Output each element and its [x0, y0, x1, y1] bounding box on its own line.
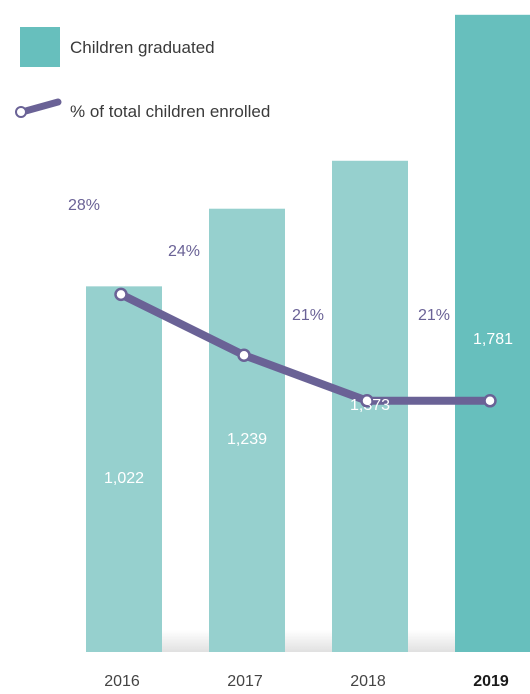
bar-label-2018: 1,373	[350, 397, 390, 414]
line-label-2019: 21%	[418, 307, 450, 324]
x-tick-2018: 2018	[350, 673, 386, 690]
x-tick-2019: 2019	[473, 673, 509, 690]
x-tick-2017: 2017	[227, 673, 263, 690]
line-series-path	[117, 290, 494, 405]
legend-label-bar: Children graduated	[70, 38, 215, 57]
bar-label-2019: 1,781	[473, 331, 513, 348]
legend-swatch-line	[15, 98, 62, 118]
legend-label-line: % of total children enrolled	[70, 102, 270, 121]
bar-2019	[455, 14, 530, 652]
bar-label-2017: 1,239	[227, 431, 267, 448]
bar-label-2016: 1,022	[104, 470, 144, 487]
line-point-2019	[483, 394, 497, 408]
line-point-2016	[114, 287, 128, 302]
floor-shadow	[90, 630, 527, 652]
bar-2016	[86, 286, 162, 652]
line-label-2016: 28%	[68, 197, 100, 214]
legend-swatch-bar	[20, 27, 60, 67]
line-label-2018: 21%	[292, 307, 324, 324]
x-tick-2016: 2016	[104, 673, 140, 690]
line-labels-group: 28% 24% 21% 21%	[68, 197, 450, 324]
line-point-2018	[360, 394, 374, 408]
line-point-2017	[237, 348, 251, 362]
bar-2017	[209, 208, 285, 653]
legend: Children graduated % of total children e…	[15, 27, 270, 121]
line-series-group	[114, 287, 497, 408]
bars-group	[86, 14, 530, 653]
bar-floor-shadow	[90, 630, 527, 652]
bar-labels-group: 1,022 1,239 1,373 1,781	[104, 331, 513, 487]
x-axis-ticks: 2016 2017 2018 2019	[104, 673, 509, 690]
line-label-2017: 24%	[168, 243, 200, 260]
